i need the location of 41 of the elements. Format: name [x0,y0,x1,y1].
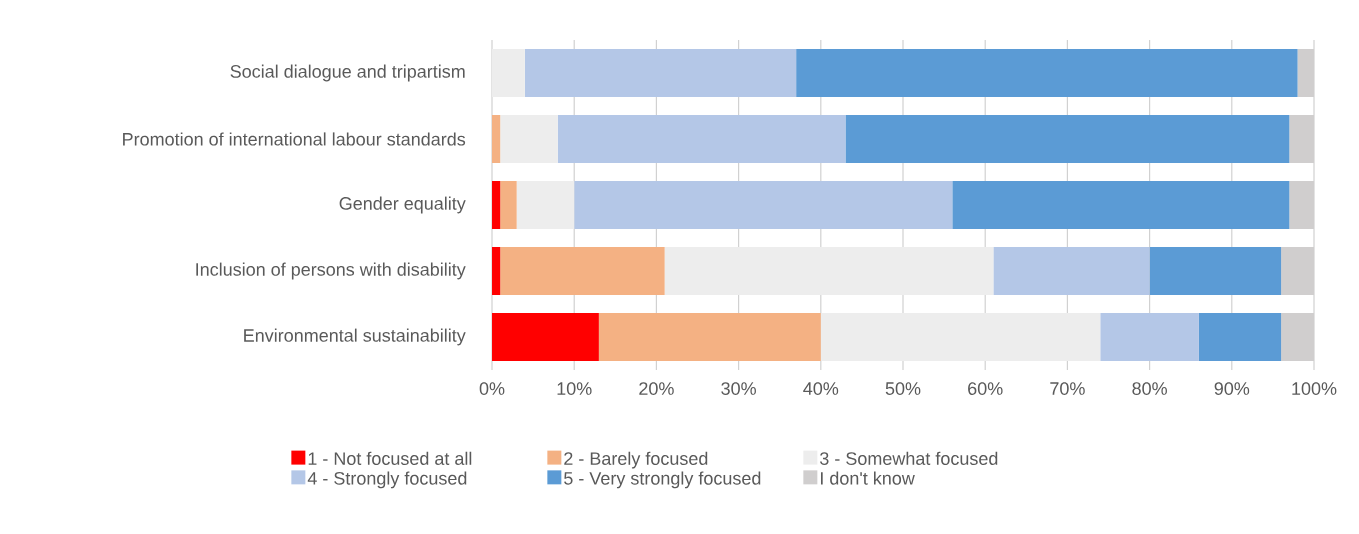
y-tick-label: Inclusion of persons with disability [196,262,466,280]
bar [1198,312,1282,361]
y-tick-label: Gender equality [339,196,466,214]
legend-label: 1 - Not focused at all [308,451,472,465]
y-tick-label: Environmental sustainability [244,328,466,346]
x-tick-label: 30% [721,382,756,395]
bar [598,312,821,361]
bar [557,115,846,163]
x-tick-label: 60% [968,382,1003,395]
bar [492,312,599,361]
x-tick-label: 50% [885,382,921,395]
bar [845,115,1290,163]
x-tick-label: 20% [639,382,674,395]
x-tick-label: 80% [1132,382,1167,395]
x-tick-label: 70% [1050,382,1085,395]
legend-label: 3 - Somewhat focused [820,451,998,465]
legend-label: 2 - Barely focused [564,451,708,469]
y-tick-label: Promotion of international labour standards [123,132,466,146]
bar [952,181,1290,229]
y-tick-label: Social dialogue and tripartism [230,64,465,82]
x-tick-label: 0% [479,382,505,395]
legend-label: 4 - Strongly focused [307,471,467,489]
bar [492,49,525,97]
legend-label: I don't know [821,471,915,485]
legend-label: 5 - Very strongly focused [564,471,761,489]
bar [500,247,665,295]
bar [574,181,953,229]
bar [500,181,517,229]
bar [820,312,1101,361]
bar [664,247,994,295]
bar [796,49,1298,97]
x-tick-label: 90% [1214,382,1250,395]
bar [516,181,575,229]
bar [524,49,797,97]
bar [993,247,1150,295]
x-tick-label: 100% [1292,382,1337,395]
x-tick-label: 10% [557,382,592,395]
bar [500,115,558,163]
bar [1100,312,1199,361]
bar [1149,247,1282,295]
x-tick-label: 40% [803,382,839,395]
